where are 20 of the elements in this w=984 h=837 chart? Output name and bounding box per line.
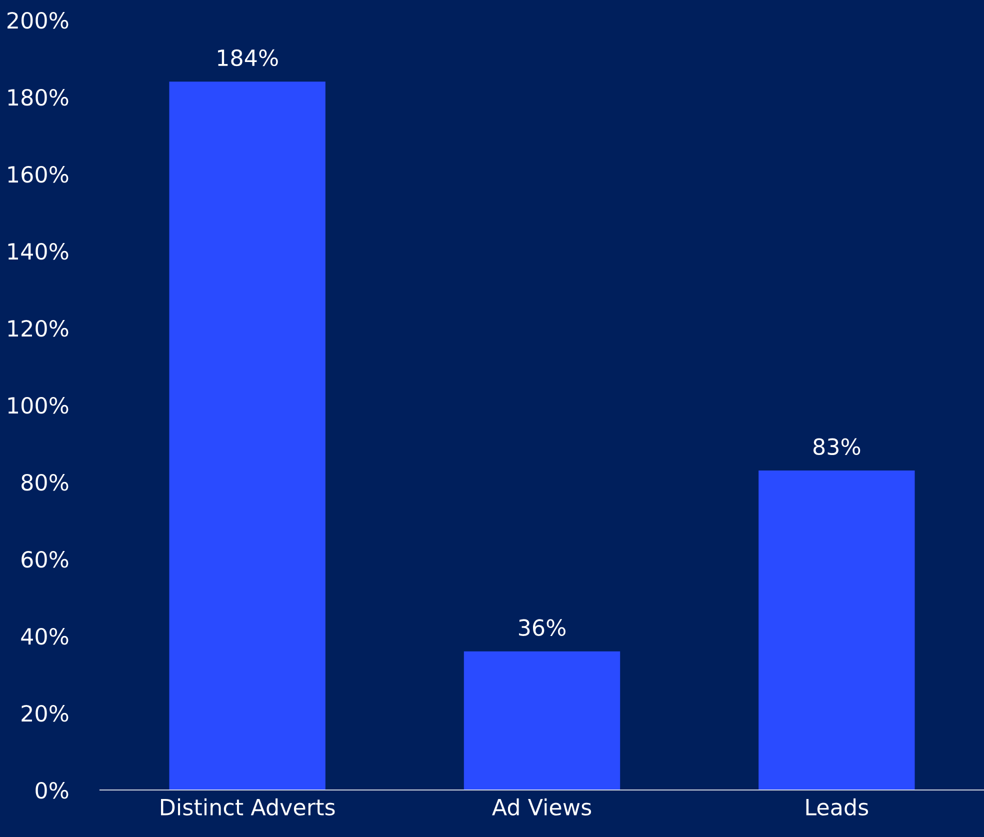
y-tick-label: 40%	[21, 628, 68, 645]
bar	[169, 82, 326, 790]
data-label: 83%	[813, 438, 860, 456]
y-tick-label: 60%	[22, 550, 68, 568]
bar	[758, 470, 915, 790]
data-label: 36%	[519, 619, 566, 636]
y-tick-label: 120%	[8, 320, 68, 337]
y-tick-label: 160%	[8, 166, 68, 183]
x-tick-label: Distinct Adverts	[161, 798, 335, 816]
y-tick-label: 200%	[8, 12, 68, 29]
y-tick-label: 180%	[8, 88, 68, 106]
y-tick-label: 0%	[36, 782, 68, 799]
bar	[464, 651, 620, 790]
y-tick-label: 100%	[8, 396, 68, 414]
data-label: 184%	[218, 49, 278, 66]
y-tick-label: 140%	[8, 242, 68, 260]
x-tick-label: Leads	[806, 798, 868, 816]
x-tick-label: Ad Views	[492, 798, 592, 816]
y-tick-label: 80%	[22, 474, 68, 491]
y-tick-label: 20%	[22, 704, 68, 722]
